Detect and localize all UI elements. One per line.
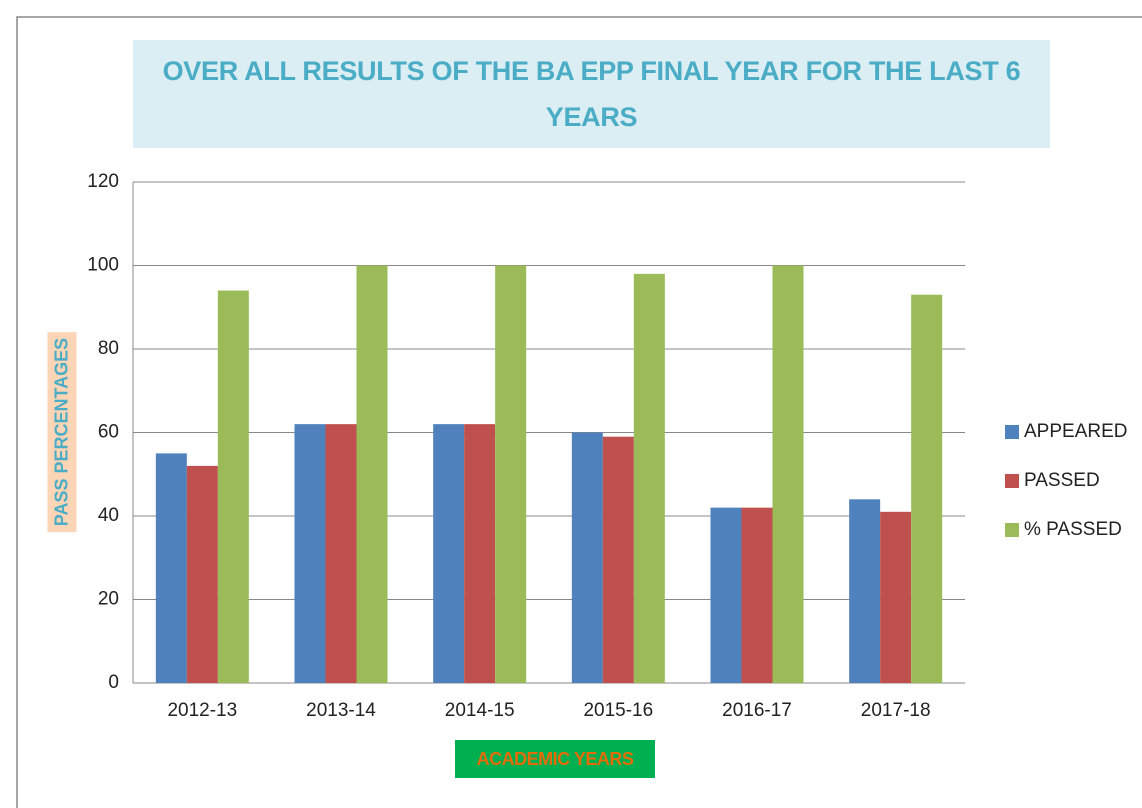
legend-label: % PASSED [1024,519,1122,540]
legend-label: PASSED [1024,470,1100,491]
y-tick-label: 60 [98,422,119,443]
legend-label: APPEARED [1024,421,1127,442]
bar [155,453,187,683]
bar [911,294,943,683]
x-tick-label: 2014-15 [445,700,515,721]
x-axis-label: ACADEMIC YEARS [455,740,655,778]
bar [186,465,218,683]
x-tick-label: 2013-14 [306,700,376,721]
bar [849,499,881,683]
y-tick-label: 20 [98,589,119,610]
bar [741,507,773,683]
legend-swatch [1005,523,1019,537]
x-tick-label: 2015-16 [583,700,653,721]
legend-swatch [1005,425,1019,439]
chart-border [16,16,1142,808]
bar [633,273,665,683]
bar [217,290,249,683]
y-axis-label: PASS PERCENTAGES [47,331,77,533]
bar [880,511,912,683]
bar [495,265,527,683]
bar [464,424,496,683]
x-tick-label: 2012-13 [167,700,237,721]
bar [325,424,357,683]
bar [356,265,388,683]
bar [294,424,326,683]
y-tick-label: 80 [98,338,119,359]
chart-title: OVER ALL RESULTS OF THE BA EPP FINAL YEA… [133,40,1050,148]
y-tick-label: 0 [108,672,119,693]
x-tick-label: 2016-17 [722,700,792,721]
bar [772,265,804,683]
bar [602,436,634,683]
bar [571,432,603,683]
y-tick-label: 100 [87,255,119,276]
y-tick-label: 40 [98,505,119,526]
bar [710,507,742,683]
legend-swatch [1005,474,1019,488]
y-tick-label: 120 [87,171,119,192]
x-tick-label: 2017-18 [861,700,931,721]
bar [433,424,465,683]
